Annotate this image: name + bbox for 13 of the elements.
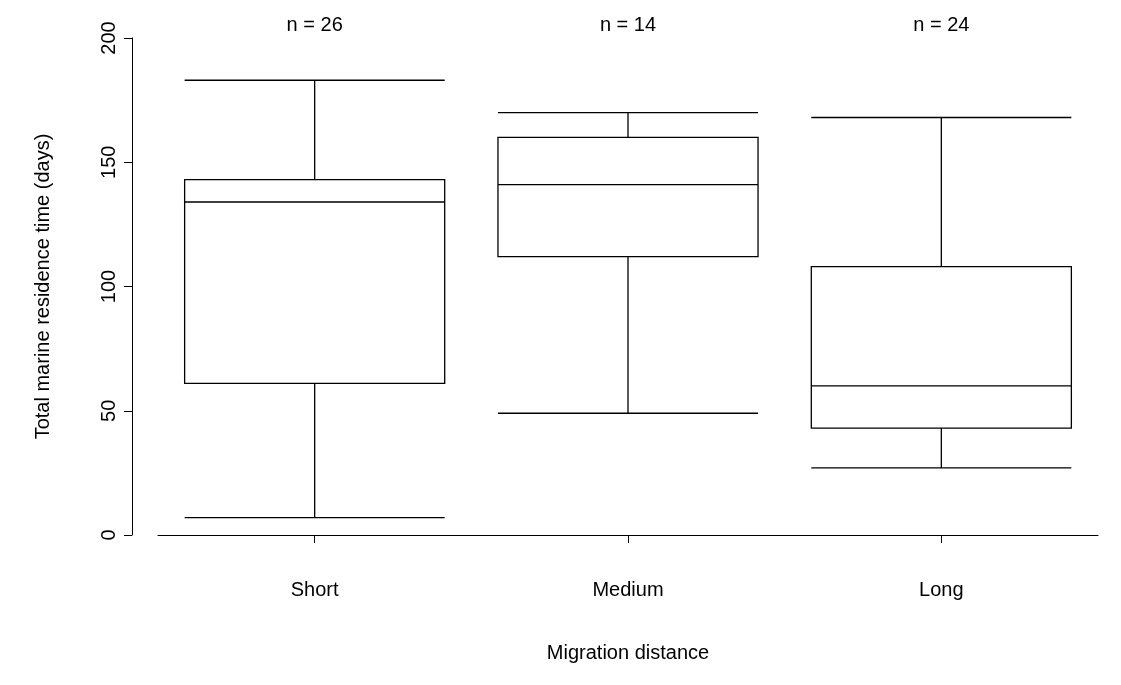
- x-tick-label: Short: [290, 578, 340, 600]
- x-tick-label: Long: [919, 578, 964, 600]
- y-tick-label: 200: [97, 21, 119, 55]
- x-tick-label: Medium: [592, 578, 664, 600]
- text: n = 24: [913, 13, 970, 35]
- y-axis-title: Total marine residence time (days): [31, 133, 53, 440]
- text: n = 14: [599, 13, 657, 35]
- y-tick-label: 50: [97, 399, 119, 422]
- y-tick-label: 150: [97, 145, 119, 179]
- y-tick-label: 0: [97, 529, 119, 541]
- x-axis-title: Migration distance: [546, 641, 710, 663]
- text: n = 26: [286, 13, 343, 35]
- y-tick-label: 100: [97, 269, 119, 304]
